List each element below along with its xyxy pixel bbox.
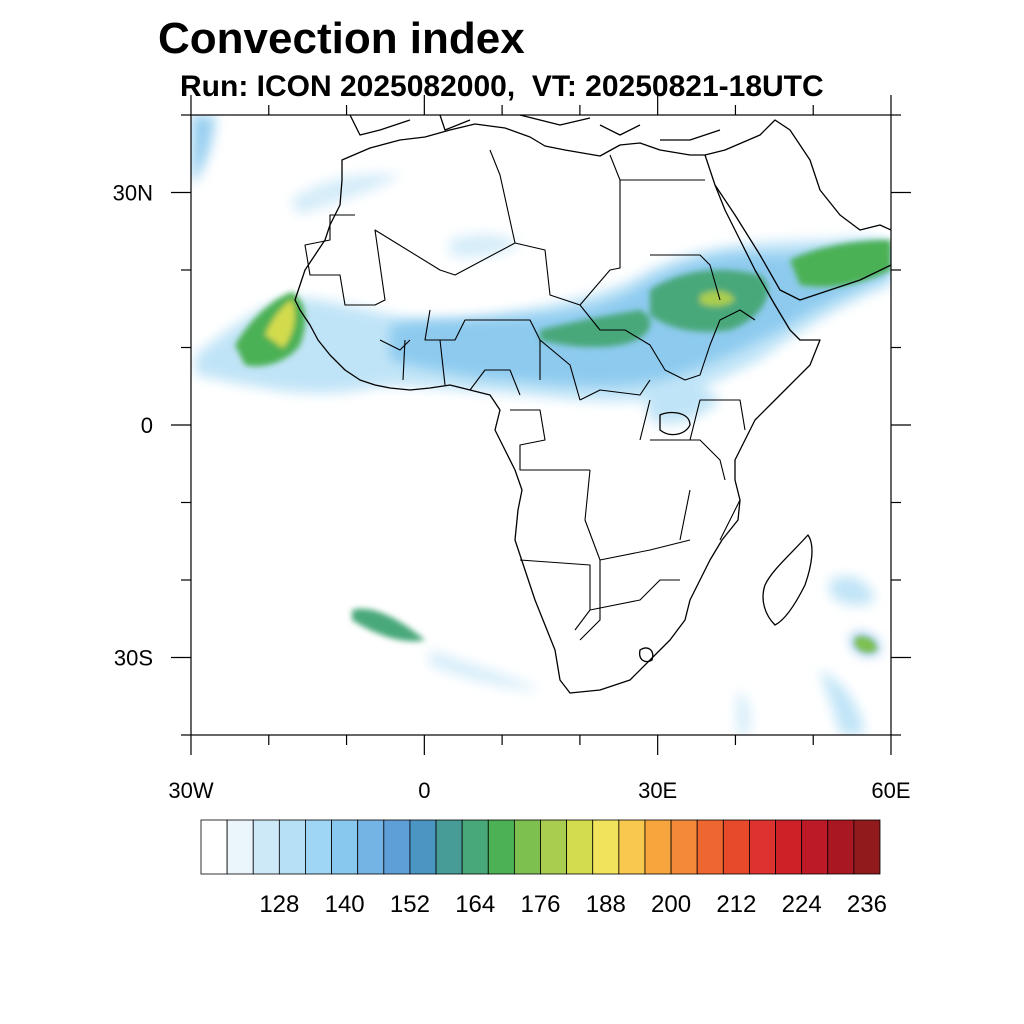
x-tick-label: 30W <box>168 778 213 803</box>
colorbar-swatch <box>487 819 515 875</box>
y-tick-label: 0 <box>141 413 153 438</box>
convection-area-nw-corner <box>191 115 215 185</box>
colorbar-label: 176 <box>520 891 560 918</box>
lesotho <box>639 647 654 663</box>
colorbar-swatch <box>461 819 489 875</box>
convection-area-indian-ocean-sw <box>820 670 865 735</box>
colorbar-swatch <box>827 819 855 875</box>
x-tick-label: 0 <box>418 778 430 803</box>
lake-victoria <box>659 411 691 436</box>
colorbar-swatch <box>513 819 541 875</box>
convection-area-north-wisps <box>290 173 400 215</box>
page-subtitle: Run: ICON 2025082000, VT: 20250821-18UTC <box>180 70 824 103</box>
colorbar-label: 128 <box>259 891 299 918</box>
coastlines-borders <box>294 115 891 694</box>
convection-area-algeria-wisps <box>450 234 520 257</box>
page-title: Convection index <box>158 14 525 63</box>
colorbar-swatch <box>331 819 359 875</box>
colorbar-swatch <box>670 819 698 875</box>
convection-area-yemen-core <box>790 240 891 287</box>
convection-area-south-africa-tail <box>430 650 540 690</box>
convection-area-sahel-core <box>540 310 651 348</box>
colorbar-swatch <box>775 819 803 875</box>
colorbar-label: 152 <box>390 891 430 918</box>
colorbar-swatch <box>226 819 254 875</box>
country-borders <box>304 149 756 641</box>
colorbar-swatch <box>200 819 228 875</box>
convection-area-mascarene-core <box>855 636 877 653</box>
colorbar-swatch <box>618 819 646 875</box>
africa-coastline <box>294 123 821 694</box>
colorbar-swatch <box>409 819 437 875</box>
arabia-coastline <box>704 119 891 301</box>
colorbar-swatch <box>722 819 750 875</box>
colorbar-swatch <box>644 819 672 875</box>
colorbar-swatch <box>252 819 280 875</box>
colorbar-swatch <box>801 819 829 875</box>
convection-area-ethiopia-hot <box>700 290 735 307</box>
x-tick-label: 60E <box>871 778 910 803</box>
colorbar-label: 140 <box>325 891 365 918</box>
convection-area-east-africa <box>640 376 720 424</box>
colorbar-label: 224 <box>782 891 822 918</box>
europe-coastline <box>349 115 721 141</box>
colorbar-swatch <box>566 819 594 875</box>
convection-area-indian-ocean-se <box>736 690 750 735</box>
colorbar-swatch <box>383 819 411 875</box>
convection-area-west-africa-hot <box>265 300 295 348</box>
y-tick-label: 30S <box>114 646 153 671</box>
y-axis: 30N 0 30S <box>113 114 911 736</box>
colorbar-swatch <box>853 819 881 875</box>
colorbar-swatch <box>540 819 568 875</box>
madagascar-coastline <box>762 534 813 626</box>
colorbar-swatch <box>696 819 724 875</box>
colorbar-swatch <box>435 819 463 875</box>
colorbar-swatch <box>357 819 385 875</box>
colorbar-label: 188 <box>586 891 626 918</box>
colorbar-label: 164 <box>455 891 495 918</box>
x-tick-label: 30E <box>638 778 677 803</box>
colorbar-label: 200 <box>651 891 691 918</box>
convection-field <box>191 115 891 735</box>
colorbar-label: 236 <box>847 891 887 918</box>
y-tick-label: 30N <box>113 181 153 206</box>
colorbar-label: 212 <box>716 891 756 918</box>
convection-area-channel <box>830 576 875 606</box>
colorbar-swatch <box>749 819 776 875</box>
colorbar: 128 140 152 164 176 188 200 212 224 236 <box>200 819 887 918</box>
colorbar-swatch <box>278 819 306 875</box>
colorbar-swatch <box>592 819 620 875</box>
convection-area-atlantic-system <box>352 608 425 642</box>
colorbar-swatch <box>305 819 332 875</box>
x-axis: 30W 0 30E 60E <box>168 95 911 803</box>
